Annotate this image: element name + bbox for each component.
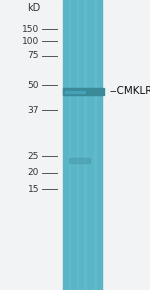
Text: 20: 20 [28,168,39,177]
Bar [94,0,96,290]
Text: 50: 50 [27,81,39,90]
Text: 37: 37 [27,106,39,115]
Text: 25: 25 [28,151,39,161]
Bar [63,88,104,95]
Bar [63,0,102,290]
Text: 15: 15 [27,184,39,194]
Bar [84,0,86,290]
Bar [77,0,78,290]
Text: --CMKLR1: --CMKLR1 [110,86,150,96]
Text: kD: kD [27,3,40,13]
Text: 100: 100 [22,37,39,46]
Bar [64,91,85,93]
Text: 75: 75 [27,51,39,60]
Bar [69,0,70,290]
Text: 150: 150 [22,24,39,34]
Bar [69,158,90,163]
